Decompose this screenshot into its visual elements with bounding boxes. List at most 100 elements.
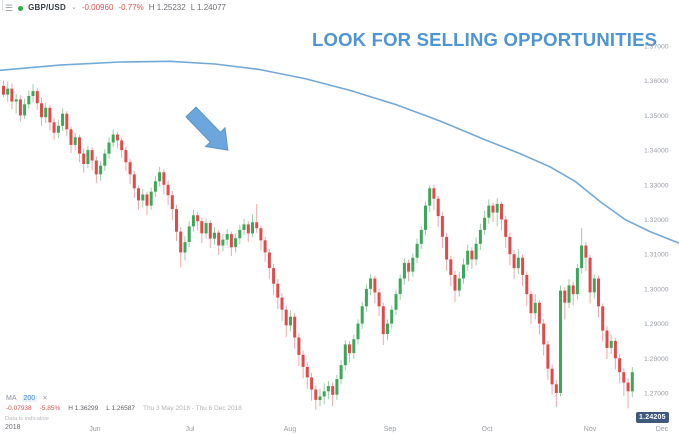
candle-body <box>187 226 191 242</box>
candle-body <box>284 309 288 326</box>
candle-body <box>592 278 596 293</box>
candle-body <box>107 142 111 154</box>
candle-body <box>242 224 246 230</box>
candle-body <box>407 262 411 272</box>
candle-body <box>293 316 297 338</box>
menu-icon[interactable]: ☰ <box>5 3 14 13</box>
candle-body <box>348 344 351 354</box>
candle-body <box>191 215 195 227</box>
candle-body <box>52 122 56 133</box>
candle-body <box>360 306 364 324</box>
y-axis-price-label: 1.28000 <box>644 356 669 363</box>
candle-body <box>27 96 31 105</box>
session-high: H 1.25232 <box>148 3 186 12</box>
candle-body <box>495 203 499 213</box>
candle-body <box>411 257 415 272</box>
candle-body <box>280 297 284 310</box>
candle-body <box>94 160 98 175</box>
candle-body <box>601 306 605 331</box>
candle-body <box>99 165 103 175</box>
candle-body <box>575 268 579 295</box>
candle-body <box>613 341 617 359</box>
range-high: H 1.36299 <box>68 405 99 412</box>
candle-body <box>204 223 208 234</box>
candle-body <box>436 198 440 217</box>
candle-body <box>48 107 52 123</box>
y-axis-price-label: 1.27000 <box>644 391 669 398</box>
candle-body <box>415 243 419 258</box>
candle-body <box>618 358 622 373</box>
candle-body <box>508 236 512 255</box>
candle-body <box>2 85 5 95</box>
candle-body <box>90 150 94 161</box>
candle-body <box>213 232 216 239</box>
candle-body <box>364 288 368 307</box>
range-change-pct: -5.85% <box>39 405 61 412</box>
candle-body <box>466 250 470 265</box>
x-axis-year-label: 2018 <box>5 424 21 431</box>
y-axis-price-label: 1.34000 <box>644 148 669 155</box>
candle-body <box>14 99 18 102</box>
symbol-label[interactable]: GBP/USD <box>28 3 66 12</box>
candle-body <box>120 140 124 151</box>
candle-body <box>170 195 174 210</box>
candle-body <box>263 240 267 253</box>
y-axis-price-label: 1.33000 <box>644 182 669 189</box>
candle-body <box>78 137 81 154</box>
candle-body <box>487 205 491 218</box>
candle-body <box>453 275 457 291</box>
candle-body <box>69 129 73 145</box>
annotation-title: LOOK FOR SELLING OPPORTUNITIES <box>312 29 658 50</box>
candle-body <box>533 302 537 314</box>
x-axis-month-label: Aug <box>284 426 297 433</box>
y-axis-price-label: 1.32000 <box>644 217 669 224</box>
candle-body <box>255 222 259 229</box>
candle-body <box>132 174 136 189</box>
candle-body <box>343 344 347 366</box>
candle-body <box>251 222 254 234</box>
candle-body <box>310 377 314 390</box>
date-range: Thu 3 May 2018 - Thu 6 Dec 2018 <box>142 405 242 412</box>
close-icon[interactable]: ✕ <box>42 395 48 402</box>
candle-body <box>86 150 90 164</box>
candle-body <box>124 150 128 163</box>
candle-body <box>31 91 35 96</box>
quote-header: ☰ GBP/USD ⌄ -0.00960 -0.77% H 1.25232 L … <box>5 3 226 13</box>
y-axis-price-label: 1.29000 <box>644 321 669 328</box>
candle-body <box>196 215 200 222</box>
candle-body <box>470 250 474 260</box>
x-axis-month-label: Nov <box>584 426 597 433</box>
candle-body <box>267 252 271 269</box>
candle-body <box>428 188 432 206</box>
candle-body <box>478 229 482 244</box>
candle-body <box>584 245 588 258</box>
candle-body <box>504 219 508 237</box>
candle-body <box>394 294 398 310</box>
range-low: L 1.26587 <box>106 405 135 412</box>
candle-body <box>82 153 86 164</box>
candle-body <box>162 172 166 185</box>
candle-body <box>289 316 292 326</box>
ma-200-line <box>0 60 679 244</box>
candle-body <box>221 239 225 246</box>
candle-body <box>322 391 326 397</box>
candle-body <box>175 209 178 232</box>
candle-body <box>208 223 212 239</box>
ma-period[interactable]: 200 <box>21 394 38 402</box>
candle-body <box>183 242 187 253</box>
candle-body <box>521 257 525 275</box>
candle-body <box>179 231 183 253</box>
candle-body <box>326 386 330 392</box>
ma-name: MA <box>6 394 17 402</box>
candle-body <box>272 268 276 284</box>
price-change-pct: -0.77% <box>118 3 144 12</box>
candle-body <box>580 245 584 269</box>
candle-body <box>6 88 10 95</box>
candle-body <box>297 337 301 355</box>
candle-body <box>229 234 233 248</box>
candle-body <box>554 384 558 393</box>
candle-body <box>512 254 516 269</box>
ma-legend-row: MA 200 ✕ <box>6 394 48 402</box>
chevron-down-icon[interactable]: ⌄ <box>70 4 77 11</box>
